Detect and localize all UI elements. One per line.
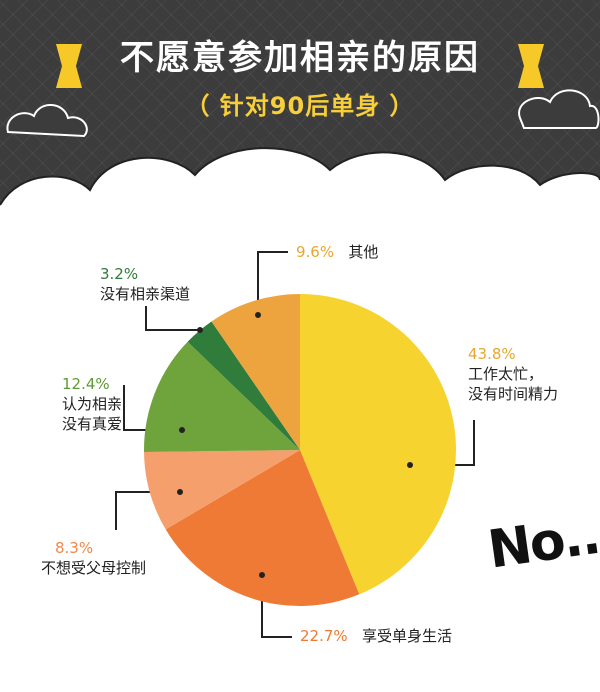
leader-dot-4 <box>179 427 185 433</box>
banner-cloud <box>0 148 600 250</box>
leader-line-5 <box>145 306 200 331</box>
slice-text-4a: 认为相亲 <box>62 395 123 413</box>
slice-text-4b: 没有真爱 <box>62 415 123 433</box>
pie-slice-1 <box>300 294 457 595</box>
slice-label-2: 22.7% 享受单身生活 <box>300 626 452 646</box>
slice-label-4: 12.4% 认为相亲 没有真爱 <box>62 374 122 434</box>
banner-cloud-outline <box>0 147 600 206</box>
pie-slice-6 <box>211 294 300 450</box>
slice-label-6: 9.6% 其他 <box>296 242 378 262</box>
leader-line-6 <box>257 251 288 315</box>
slice-pct-1: 43.8% <box>468 345 516 363</box>
cloud-right <box>518 89 600 129</box>
slice-text-5: 没有相亲渠道 <box>100 285 191 303</box>
pie-slice-5 <box>187 321 300 450</box>
slice-pct-2: 22.7% <box>300 627 348 645</box>
slice-text-3: 不想受父母控制 <box>41 559 147 577</box>
leader-dot-5 <box>197 327 203 333</box>
leader-dot-3 <box>177 489 183 495</box>
slice-text-2: 享受单身生活 <box>361 627 452 645</box>
slice-text-6: 其他 <box>348 243 379 261</box>
pie-slice-3 <box>144 450 300 530</box>
slice-label-3: 8.3% 不想受父母控制 <box>41 538 146 578</box>
slice-pct-5: 3.2% <box>100 265 139 283</box>
slice-label-5: 3.2% 没有相亲渠道 <box>100 264 190 304</box>
pie-slice-2 <box>165 450 360 606</box>
slice-label-1: 43.8% 工作太忙， 没有时间精力 <box>468 344 558 404</box>
leader-dot-2 <box>259 572 265 578</box>
leader-dot-6 <box>255 312 261 318</box>
slice-pct-4: 12.4% <box>62 375 110 393</box>
slice-text-1a: 工作太忙， <box>468 365 544 383</box>
slice-pct-6: 9.6% <box>296 243 335 261</box>
leader-dot-1 <box>407 462 413 468</box>
pie-slice-4 <box>143 341 300 452</box>
slice-pct-3: 8.3% <box>55 539 94 557</box>
cloud-left <box>6 104 88 138</box>
chart-subtitle: （ 针对90后单身 ） <box>185 92 415 120</box>
slice-text-1b: 没有时间精力 <box>468 385 559 403</box>
banner-tab-right <box>518 44 544 88</box>
banner-tab-left <box>56 44 82 88</box>
title-area: 不愿意参加相亲的原因 <box>96 30 504 88</box>
chart-title: 不愿意参加相亲的原因 <box>120 38 480 78</box>
